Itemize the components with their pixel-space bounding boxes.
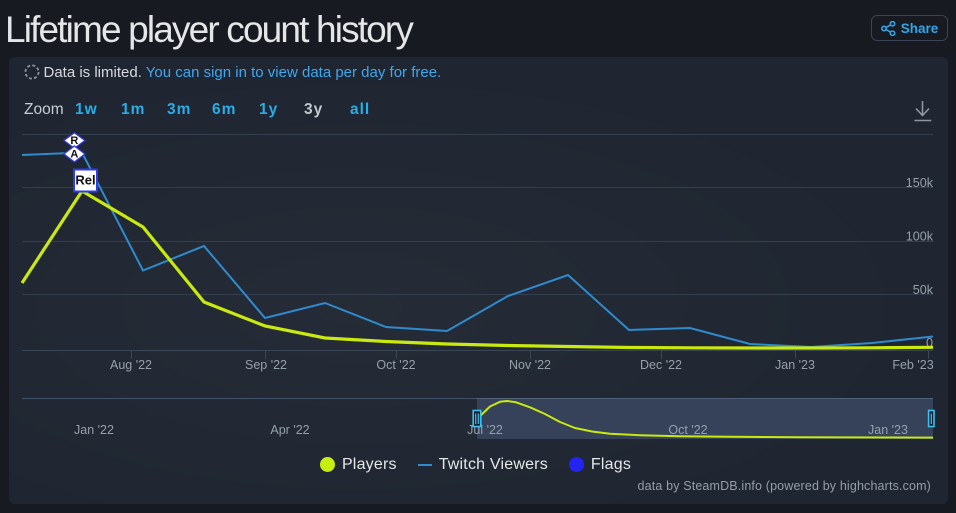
svg-text:Jan '22: Jan '22 bbox=[74, 423, 114, 437]
svg-text:Jan '23: Jan '23 bbox=[868, 423, 908, 437]
svg-text:Oct '22: Oct '22 bbox=[376, 358, 415, 372]
svg-text:Jan '23: Jan '23 bbox=[775, 358, 815, 372]
svg-text:Dec '22: Dec '22 bbox=[640, 358, 682, 372]
svg-text:Apr '22: Apr '22 bbox=[270, 423, 309, 437]
svg-text:50k: 50k bbox=[913, 283, 934, 297]
svg-text:100k: 100k bbox=[906, 230, 934, 244]
svg-text:Jul '22: Jul '22 bbox=[467, 423, 503, 437]
svg-text:Oct '22: Oct '22 bbox=[668, 423, 707, 437]
svg-text:Sep '22: Sep '22 bbox=[245, 358, 287, 372]
svg-text:R: R bbox=[70, 135, 78, 147]
svg-text:Aug '22: Aug '22 bbox=[110, 358, 152, 372]
svg-text:A: A bbox=[70, 149, 78, 161]
svg-text:Nov '22: Nov '22 bbox=[509, 358, 551, 372]
svg-text:150k: 150k bbox=[906, 176, 934, 190]
svg-text:Rel: Rel bbox=[75, 173, 95, 188]
svg-text:Feb '23: Feb '23 bbox=[892, 358, 933, 372]
svg-text:0: 0 bbox=[926, 336, 933, 350]
